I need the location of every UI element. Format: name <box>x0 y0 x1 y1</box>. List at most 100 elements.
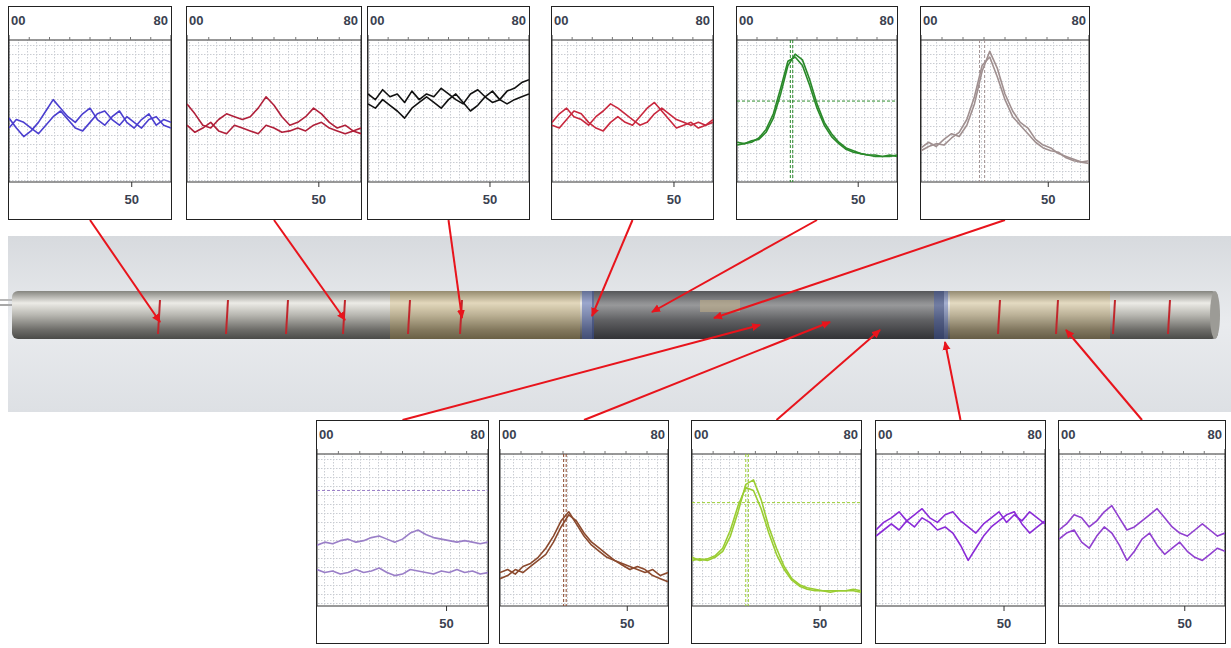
tick-mark <box>361 35 362 40</box>
minor-tick <box>939 451 940 454</box>
tick-mark <box>171 35 172 40</box>
tick-label: 00 <box>554 13 568 28</box>
minor-tick <box>317 37 318 40</box>
tick-label: 50 <box>483 192 497 207</box>
arrow <box>403 325 761 420</box>
cursor-line <box>563 454 564 606</box>
minor-tick <box>468 37 469 40</box>
minor-tick <box>1068 37 1069 40</box>
panel: 008050 <box>876 421 1046 644</box>
minor-tick <box>339 37 340 40</box>
tick-label: 00 <box>878 427 892 442</box>
tick-label: 50 <box>813 616 827 631</box>
panel-frame <box>876 421 1046 644</box>
tick-mark <box>1048 182 1049 187</box>
arrow <box>945 342 961 420</box>
tick-mark <box>673 182 674 187</box>
minor-tick <box>90 37 91 40</box>
plot-frame <box>921 40 1089 182</box>
minor-tick <box>572 37 573 40</box>
tick-mark <box>9 35 10 40</box>
tick-label: 80 <box>512 13 526 28</box>
minor-tick <box>1142 451 1143 454</box>
tick-label: 00 <box>502 427 516 442</box>
tick-mark <box>1045 449 1046 454</box>
minor-tick <box>1204 451 1205 454</box>
minor-tick <box>274 37 275 40</box>
plot-frame <box>1059 454 1225 606</box>
minor-tick <box>897 451 898 454</box>
grid <box>1059 454 1225 606</box>
rod-mark <box>286 300 288 334</box>
minor-tick <box>632 37 633 40</box>
minor-tick <box>755 451 756 454</box>
rod-end <box>1210 291 1220 339</box>
cursor-line <box>792 40 793 182</box>
plot-data <box>1059 506 1225 561</box>
tick-mark <box>187 35 188 40</box>
tick-label: 50 <box>312 192 326 207</box>
photo-background <box>8 236 1231 412</box>
plot-data <box>552 102 713 130</box>
rod-tint <box>700 300 740 312</box>
tick-mark <box>446 606 447 611</box>
grid <box>368 40 529 182</box>
rod-mark <box>1056 300 1058 334</box>
minor-tick <box>208 37 209 40</box>
minor-tick <box>626 451 627 454</box>
series-line <box>737 54 897 156</box>
tick-label: 00 <box>370 13 384 28</box>
plot-data <box>317 490 488 575</box>
tick-label: 50 <box>997 616 1011 631</box>
rod-mark <box>408 300 410 334</box>
series-line <box>500 512 668 582</box>
minor-tick <box>542 451 543 454</box>
tick-mark <box>317 449 318 454</box>
tick-label: 50 <box>439 616 453 631</box>
arrows <box>90 220 1142 420</box>
grid <box>692 454 861 606</box>
minor-tick <box>652 37 653 40</box>
plot-frame <box>9 40 171 182</box>
arrow <box>449 220 463 318</box>
rod-heated-zone <box>592 291 944 339</box>
rod-mark <box>226 300 228 334</box>
series-line <box>552 104 713 125</box>
minor-tick <box>605 451 606 454</box>
series-line <box>317 568 488 576</box>
minor-tick <box>1002 451 1003 454</box>
cursor-line <box>566 454 567 606</box>
plot-data <box>500 454 668 606</box>
arrow <box>90 220 160 322</box>
minor-tick <box>857 37 858 40</box>
minor-tick <box>402 451 403 454</box>
minor-tick <box>584 451 585 454</box>
tick-mark <box>876 449 877 454</box>
tick-label: 00 <box>1061 427 1075 442</box>
tick-mark <box>488 449 489 454</box>
minor-tick <box>1005 37 1006 40</box>
minor-tick <box>1047 37 1048 40</box>
minor-tick <box>713 451 714 454</box>
tick-mark <box>713 35 714 40</box>
tick-label: 50 <box>124 192 138 207</box>
minor-tick <box>942 37 943 40</box>
minor-tick <box>692 37 693 40</box>
panel: 008050 <box>1059 421 1226 644</box>
minor-tick <box>29 37 30 40</box>
cursor-line <box>692 502 861 503</box>
panel: 008050 <box>9 7 172 220</box>
arrow <box>777 330 881 420</box>
tick-mark <box>552 35 553 40</box>
minor-tick <box>734 451 735 454</box>
plot-frame <box>692 454 861 606</box>
rod-tint <box>950 291 1110 339</box>
tick-label: 50 <box>620 616 634 631</box>
arrow <box>652 220 817 312</box>
minor-tick <box>563 451 564 454</box>
plot-frame <box>187 40 361 182</box>
cursor-line <box>317 490 488 491</box>
panel: 008050 <box>187 7 362 220</box>
plot-data <box>187 97 361 134</box>
minor-tick <box>837 37 838 40</box>
